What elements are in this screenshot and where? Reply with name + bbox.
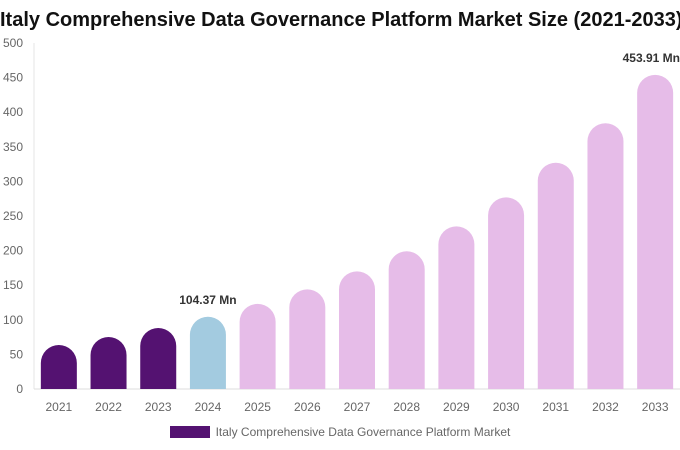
x-tick-label: 2025 xyxy=(244,400,271,414)
y-tick-label: 50 xyxy=(10,347,24,361)
bar-2026 xyxy=(289,289,326,389)
bar-2023 xyxy=(140,327,177,389)
legend: Italy Comprehensive Data Governance Plat… xyxy=(0,425,680,439)
x-tick-label: 2027 xyxy=(344,400,371,414)
bar-2021 xyxy=(40,344,77,389)
bar-2025 xyxy=(239,303,276,389)
x-tick-label: 2021 xyxy=(45,400,72,414)
bar-2022 xyxy=(90,337,127,389)
data-label: 453.91 Mn xyxy=(623,51,680,65)
bar-2024 xyxy=(189,316,226,389)
bar-2027 xyxy=(339,271,375,389)
y-tick-label: 300 xyxy=(3,174,23,188)
x-tick-label: 2033 xyxy=(642,400,669,414)
legend-swatch xyxy=(169,426,210,438)
x-tick-label: 2032 xyxy=(592,400,619,414)
y-tick-label: 350 xyxy=(3,140,23,154)
y-tick-label: 250 xyxy=(3,209,23,223)
x-tick-label: 2030 xyxy=(493,400,520,414)
bar-2028 xyxy=(388,251,425,389)
x-tick-label: 2024 xyxy=(195,400,222,414)
x-tick-label: 2023 xyxy=(145,400,172,414)
bar-2032 xyxy=(587,123,624,389)
y-tick-label: 200 xyxy=(3,244,23,258)
data-label: 104.37 Mn xyxy=(179,293,236,307)
x-tick-label: 2029 xyxy=(443,400,470,414)
x-tick-label: 2031 xyxy=(542,400,569,414)
bar-2029 xyxy=(438,226,475,389)
y-tick-label: 150 xyxy=(3,278,23,292)
bar-2031 xyxy=(537,162,574,389)
y-tick-label: 400 xyxy=(3,105,23,119)
y-tick-label: 100 xyxy=(3,313,23,327)
bar-2033 xyxy=(637,74,674,389)
chart-title: Italy Comprehensive Data Governance Plat… xyxy=(0,9,680,31)
x-tick-label: 2028 xyxy=(393,400,420,414)
legend-label: Italy Comprehensive Data Governance Plat… xyxy=(215,425,511,439)
y-tick-label: 500 xyxy=(3,36,23,50)
x-tick-label: 2022 xyxy=(95,400,122,414)
y-tick-label: 0 xyxy=(16,382,23,396)
bar-2030 xyxy=(488,197,525,389)
y-tick-label: 450 xyxy=(3,71,23,85)
x-tick-label: 2026 xyxy=(294,400,321,414)
